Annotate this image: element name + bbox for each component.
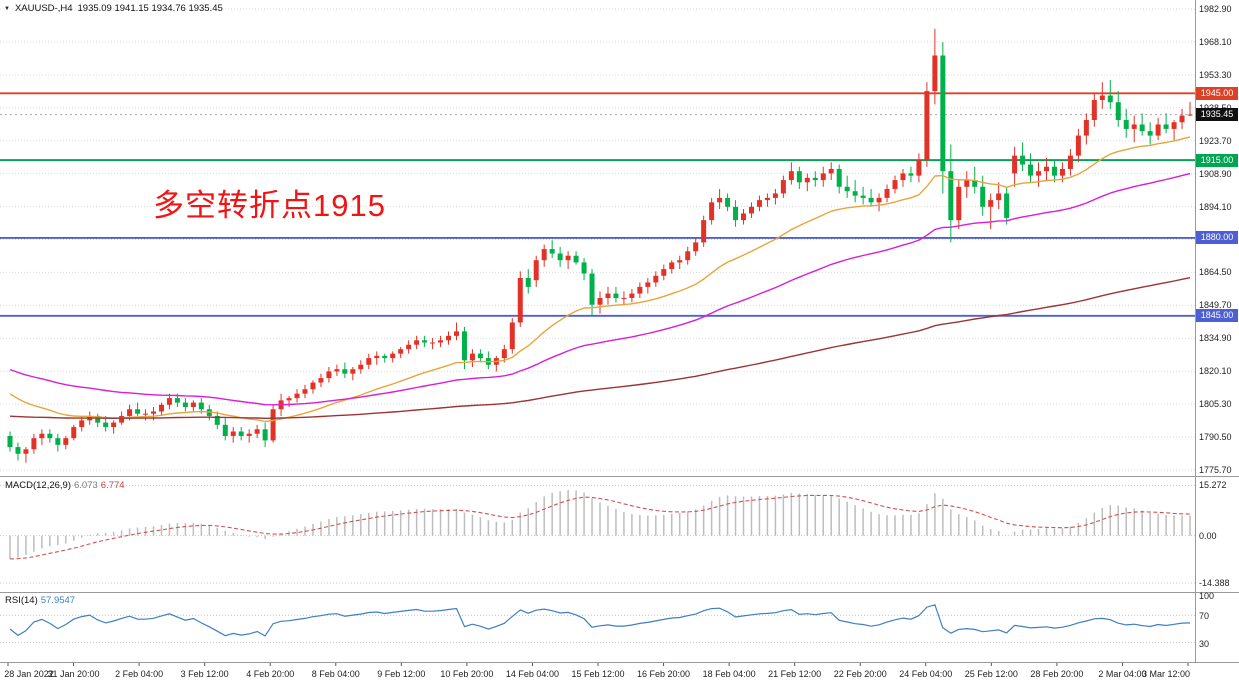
rsi-line [9, 604, 1191, 637]
symbol-period-label: XAUUSD-,H4 [14, 3, 73, 14]
price-axis-label: 1938.50 [1199, 103, 1232, 113]
symbol-marker-icon: ▼ [4, 5, 10, 12]
macd-indicator-label: MACD(12,26,9) 6.073 6.774 [5, 480, 125, 491]
macd-name: MACD(12,26,9) [5, 480, 71, 491]
macd-axis-label: -14.388 [1199, 578, 1230, 589]
ohlc-values-label: 1935.09 1941.15 1934.76 1935.45 [77, 3, 223, 14]
macd-axis-label: 15.272 [1199, 480, 1227, 491]
time-axis-label: 21 Feb 12:00 [768, 669, 822, 679]
time-axis-label: 14 Feb 04:00 [505, 669, 559, 679]
price-badge: 1845.00 [1196, 309, 1238, 323]
chart-info-header: ▼ XAUUSD-,H4 1935.09 1941.15 1934.76 193… [4, 3, 223, 14]
time-axis-label: 2 Mar 04:00 [1098, 669, 1147, 679]
time-axis-label: 28 Jan 2022 [4, 669, 54, 679]
time-axis-label: 18 Feb 04:00 [702, 669, 756, 679]
price-axis-label: 1982.90 [1199, 4, 1232, 14]
rsi-axis-label: 30 [1199, 638, 1210, 649]
price-badge: 1935.45 [1196, 108, 1238, 122]
time-axis-label: 28 Feb 20:00 [1030, 669, 1084, 679]
price-gridlines [0, 8, 1196, 471]
price-axis-label: 1894.10 [1199, 201, 1232, 212]
rsi-axis-label: 100 [1199, 591, 1215, 601]
time-ticks [7, 663, 1189, 666]
time-axis-label: 3 Mar 12:00 [1141, 669, 1191, 679]
macd-gridlines [0, 484, 1196, 584]
time-axis-label: 22 Feb 20:00 [833, 669, 887, 679]
price-axis-label: 1923.70 [1199, 135, 1232, 146]
time-axis-label: 2 Feb 04:00 [115, 669, 164, 679]
macd-signal-value: 6.774 [100, 480, 125, 491]
price-axis-label: 1834.90 [1199, 333, 1232, 344]
moving-average-fast [9, 136, 1191, 423]
price-axis-label: 1820.10 [1199, 366, 1232, 377]
time-axis-label: 4 Feb 20:00 [246, 669, 295, 679]
time-axis-label: 3 Feb 12:00 [180, 669, 229, 679]
macd-histogram [9, 490, 1191, 559]
price-axis[interactable]: 1982.90 1968.10 1953.30 1938.50 1923.70 1908.… [1196, 0, 1239, 692]
price-axis-label: 1864.50 [1199, 267, 1232, 278]
macd-main-value: 6.073 [74, 480, 98, 491]
price-badge: 1915.00 [1196, 153, 1238, 167]
time-axis[interactable]: 28 Jan 2022 31 Jan 20:00 2 Feb 04:00 3 Feb … [0, 663, 1196, 692]
candles-layer [7, 28, 1193, 463]
rsi-axis-label: 70 [1199, 611, 1210, 622]
price-axis-label: 1790.50 [1199, 432, 1232, 443]
time-axis-label: 8 Feb 04:00 [311, 669, 360, 679]
time-axis-label: 15 Feb 12:00 [571, 669, 625, 679]
price-axis-label: 1968.10 [1199, 36, 1232, 47]
panel-separators [0, 0, 1239, 663]
price-badge: 1880.00 [1196, 231, 1238, 245]
time-axis-label: 9 Feb 12:00 [377, 669, 426, 679]
time-axis-label: 31 Jan 20:00 [47, 669, 100, 679]
moving-average-slow [9, 277, 1191, 419]
rsi-value: 57.9547 [40, 595, 76, 606]
price-axis-label: 1775.70 [1199, 465, 1232, 475]
rsi-name: RSI(14) [5, 595, 38, 606]
time-axis-label: 25 Feb 12:00 [964, 669, 1018, 679]
rsi-level-lines [0, 614, 1196, 644]
price-axis-label: 1908.90 [1199, 168, 1232, 179]
time-axis-label: 24 Feb 04:00 [899, 669, 953, 679]
price-badge: 1945.00 [1196, 86, 1238, 100]
price-axis-label: 1953.30 [1199, 69, 1232, 80]
rsi-indicator-label: RSI(14) 57.9547 [5, 595, 75, 606]
time-axis-label: 16 Feb 20:00 [637, 669, 691, 679]
price-axis-label: 1805.30 [1199, 399, 1232, 410]
price-axis-label: 1849.70 [1199, 300, 1232, 311]
moving-average-mid [9, 172, 1191, 406]
macd-axis-label: 0.00 [1199, 530, 1217, 541]
chart-annotation[interactable]: 多空转折点1915 [153, 188, 386, 223]
time-axis-label: 10 Feb 20:00 [440, 669, 494, 679]
macd-signal-line [9, 494, 1191, 560]
